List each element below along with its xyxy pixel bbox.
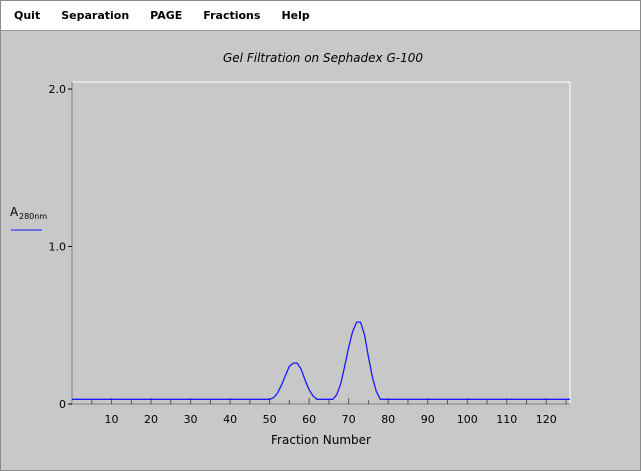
menu-separation[interactable]: Separation <box>61 9 130 22</box>
x-tick-label: 90 <box>421 413 435 426</box>
x-tick-label: 20 <box>144 413 158 426</box>
x-tick-label: 40 <box>223 413 237 426</box>
chart-title: Gel Filtration on Sephadex G-100 <box>223 51 423 65</box>
elution-chart: Gel Filtration on Sephadex G-100 0 1.0 2.0… <box>10 51 571 447</box>
menu-page[interactable]: PAGE <box>150 9 183 22</box>
x-tick-label: 50 <box>263 413 277 426</box>
y-tick-label: 2.0 <box>49 83 67 96</box>
x-tick-label: 30 <box>184 413 198 426</box>
y-tick-label: 0 <box>59 398 66 411</box>
legend: A 280nm <box>10 205 47 231</box>
x-tick-label: 60 <box>302 413 316 426</box>
y-axis-label-sub: 280nm <box>19 212 47 221</box>
chart-area: Gel Filtration on Sephadex G-100 0 1.0 2.0… <box>1 32 640 470</box>
y-axis: 0 1.0 2.0 <box>49 83 72 411</box>
y-axis-label-main: A <box>10 205 19 219</box>
x-tick-label: 120 <box>536 413 557 426</box>
plot-frame <box>71 81 571 405</box>
menu-quit[interactable]: Quit <box>14 9 41 22</box>
menu-bar: Quit Separation PAGE Fractions Help <box>1 1 640 31</box>
series-line-a280nm <box>72 321 570 400</box>
x-tick-label: 110 <box>496 413 517 426</box>
x-tick-label: 80 <box>381 413 395 426</box>
x-tick-label: 10 <box>105 413 119 426</box>
x-axis-label: Fraction Number <box>271 433 371 447</box>
x-tick-label: 70 <box>342 413 356 426</box>
y-tick-label: 1.0 <box>49 241 67 254</box>
x-tick-label: 100 <box>457 413 478 426</box>
menu-help[interactable]: Help <box>281 9 310 22</box>
menu-fractions[interactable]: Fractions <box>203 9 261 22</box>
